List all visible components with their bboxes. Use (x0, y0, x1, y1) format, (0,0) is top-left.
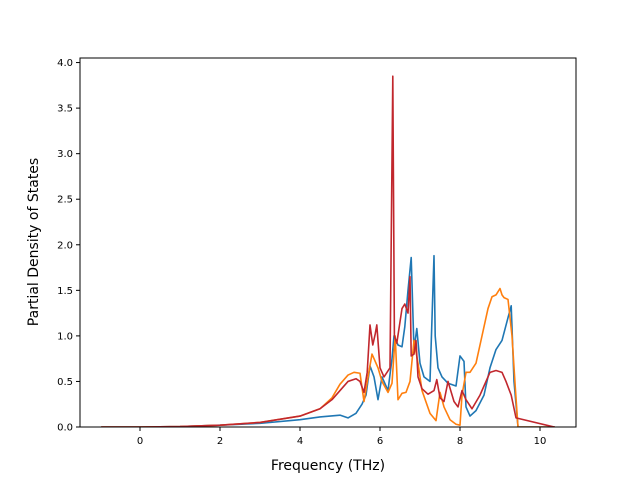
axes-frame (79, 57, 577, 428)
x-axis-ticks: 0 2 4 6 8 10 (137, 427, 547, 447)
y-tick-label: 0.5 (57, 377, 73, 388)
x-axis-label: Frequency (THz) (271, 458, 385, 474)
series-line-3 (101, 75, 555, 427)
y-tick-label: 0.0 (57, 423, 73, 434)
y-tick-label: 3.0 (57, 149, 73, 160)
x-tick-label: 0 (137, 436, 143, 447)
x-tick-label: 10 (534, 436, 547, 447)
y-tick-label: 2.0 (57, 240, 73, 251)
plot-area (79, 57, 577, 428)
y-tick-label: 1.5 (57, 286, 73, 297)
y-tick-label: 3.5 (57, 104, 73, 115)
series-layer (101, 75, 555, 427)
y-tick-label: 1.0 (57, 331, 73, 342)
y-axis-label: Partial Density of States (26, 158, 42, 326)
x-tick-label: 2 (217, 436, 223, 447)
y-axis-ticks: 0.0 0.5 1.0 1.5 2.0 2.5 3.0 3.5 4.0 (57, 58, 80, 434)
y-tick-label: 4.0 (57, 58, 73, 69)
y-tick-label: 2.5 (57, 195, 73, 206)
x-tick-label: 8 (457, 436, 463, 447)
x-tick-label: 6 (377, 436, 383, 447)
x-tick-label: 4 (297, 436, 303, 447)
